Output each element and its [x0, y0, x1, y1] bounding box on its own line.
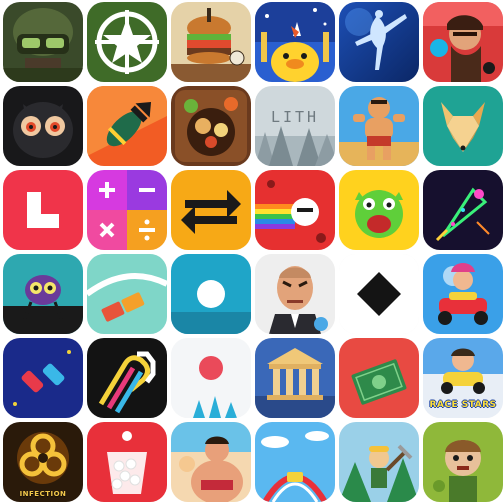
- app-rollercoaster[interactable]: [255, 422, 335, 502]
- temple-icon: [255, 338, 335, 418]
- app-infection[interactable]: INFECTION: [3, 422, 83, 502]
- app-red-dot-spikes[interactable]: [171, 338, 251, 418]
- app-strongman[interactable]: [339, 86, 419, 166]
- app-black-diamond[interactable]: [339, 254, 419, 334]
- app-lith-label: LITH: [270, 108, 320, 126]
- creature-icon: [3, 254, 83, 334]
- burger-icon: [171, 2, 251, 82]
- app-money-bill[interactable]: [339, 338, 419, 418]
- app-brawler[interactable]: [423, 2, 503, 82]
- neon-rocket-icon: [423, 170, 503, 250]
- bent-lines-icon: [87, 338, 167, 418]
- app-purple-creature[interactable]: [3, 254, 83, 334]
- math-operators-icon: [87, 170, 167, 250]
- food-bowl-icon: [171, 86, 251, 166]
- app-math-puzzle[interactable]: [87, 170, 167, 250]
- app-bent-lines[interactable]: [87, 338, 167, 418]
- app-green-monster[interactable]: [339, 170, 419, 250]
- monster-icon: [339, 170, 419, 250]
- app-race-stars[interactable]: RACE STARS: [423, 338, 503, 418]
- diamond-icon: [339, 254, 419, 334]
- duck-icon: [255, 2, 335, 82]
- app-soldier-helmet[interactable]: [3, 2, 83, 82]
- app-night-duck[interactable]: [255, 2, 335, 82]
- dot-spikes-icon: [171, 338, 251, 418]
- app-zombie-kid[interactable]: [423, 422, 503, 502]
- coaster-icon: [255, 422, 335, 502]
- app-angry-man[interactable]: [255, 254, 335, 334]
- app-white-ball[interactable]: [171, 254, 251, 334]
- app-sumo[interactable]: [171, 422, 251, 502]
- app-bridge-blocks[interactable]: [87, 254, 167, 334]
- cars-icon: [3, 338, 83, 418]
- race-car-icon: [423, 338, 503, 418]
- app-burger-chef[interactable]: [171, 2, 251, 82]
- money-icon: [339, 338, 419, 418]
- swap-arrows-icon: [171, 170, 251, 250]
- miner-icon: [339, 422, 419, 502]
- app-bomb-drop[interactable]: [87, 86, 167, 166]
- kart-icon: [423, 254, 503, 334]
- soldier-helmet-icon: [3, 2, 83, 82]
- app-rainbow-runner[interactable]: [255, 170, 335, 250]
- angry-man-icon: [255, 254, 335, 334]
- bridge-blocks-icon: [87, 254, 167, 334]
- app-ice-dancer[interactable]: [339, 2, 419, 82]
- app-kart-racer[interactable]: [423, 254, 503, 334]
- cup-icon: [87, 422, 167, 502]
- owl-icon: [3, 86, 83, 166]
- app-race-stars-label: RACE STARS: [429, 400, 497, 410]
- fox-icon: [423, 86, 503, 166]
- app-ball-cup[interactable]: [87, 422, 167, 502]
- army-star-icon: [87, 2, 167, 82]
- app-temple[interactable]: [255, 338, 335, 418]
- app-infection-label: INFECTION: [19, 490, 67, 498]
- ball-icon: [171, 254, 251, 334]
- sumo-icon: [171, 422, 251, 502]
- app-traffic-cars[interactable]: [3, 338, 83, 418]
- bomb-icon: [87, 86, 167, 166]
- dancer-icon: [339, 2, 419, 82]
- app-food-market[interactable]: [171, 86, 251, 166]
- misty-forest-icon: [255, 86, 335, 166]
- app-neon-rocket[interactable]: [423, 170, 503, 250]
- app-low-poly-fox[interactable]: [423, 86, 503, 166]
- app-army-star[interactable]: [87, 2, 167, 82]
- app-miner[interactable]: [339, 422, 419, 502]
- zombie-icon: [423, 422, 503, 502]
- app-l-block[interactable]: [3, 170, 83, 250]
- biohazard-icon: [3, 422, 83, 502]
- app-swap-arrows[interactable]: [171, 170, 251, 250]
- strongman-icon: [339, 86, 419, 166]
- app-lith[interactable]: LITH: [255, 86, 335, 166]
- brawler-icon: [423, 2, 503, 82]
- l-block-icon: [3, 170, 83, 250]
- rainbow-runner-icon: [255, 170, 335, 250]
- app-owl-eyes[interactable]: [3, 86, 83, 166]
